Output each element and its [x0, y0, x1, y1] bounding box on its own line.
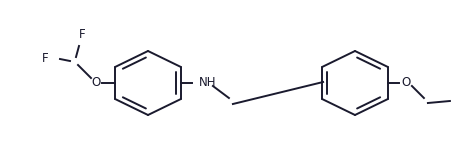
Text: O: O [91, 76, 101, 90]
Text: F: F [79, 27, 85, 40]
Text: NH: NH [199, 76, 216, 90]
Text: O: O [401, 76, 410, 90]
Text: F: F [42, 52, 48, 66]
